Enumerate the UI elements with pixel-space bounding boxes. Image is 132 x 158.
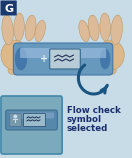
- Ellipse shape: [79, 20, 89, 42]
- Ellipse shape: [25, 15, 36, 41]
- FancyBboxPatch shape: [9, 114, 21, 126]
- Ellipse shape: [88, 15, 99, 41]
- Ellipse shape: [8, 61, 26, 75]
- Text: selected: selected: [67, 124, 108, 133]
- Ellipse shape: [111, 15, 122, 45]
- Ellipse shape: [15, 48, 27, 70]
- Circle shape: [13, 115, 17, 118]
- Text: G: G: [4, 3, 13, 13]
- Text: symbol: symbol: [67, 115, 102, 124]
- FancyBboxPatch shape: [50, 49, 80, 69]
- Ellipse shape: [98, 61, 116, 75]
- Text: +: +: [40, 54, 48, 64]
- Ellipse shape: [100, 49, 110, 69]
- Text: Flow check: Flow check: [67, 106, 121, 115]
- FancyBboxPatch shape: [20, 48, 106, 58]
- FancyBboxPatch shape: [1, 96, 62, 154]
- Ellipse shape: [14, 13, 24, 41]
- FancyBboxPatch shape: [6, 110, 57, 130]
- Ellipse shape: [2, 15, 13, 45]
- Ellipse shape: [35, 20, 45, 42]
- FancyBboxPatch shape: [9, 112, 54, 118]
- Ellipse shape: [98, 40, 124, 70]
- FancyBboxPatch shape: [1, 0, 17, 15]
- FancyBboxPatch shape: [13, 43, 113, 75]
- FancyBboxPatch shape: [23, 113, 45, 127]
- Ellipse shape: [100, 13, 110, 41]
- Ellipse shape: [1, 40, 28, 70]
